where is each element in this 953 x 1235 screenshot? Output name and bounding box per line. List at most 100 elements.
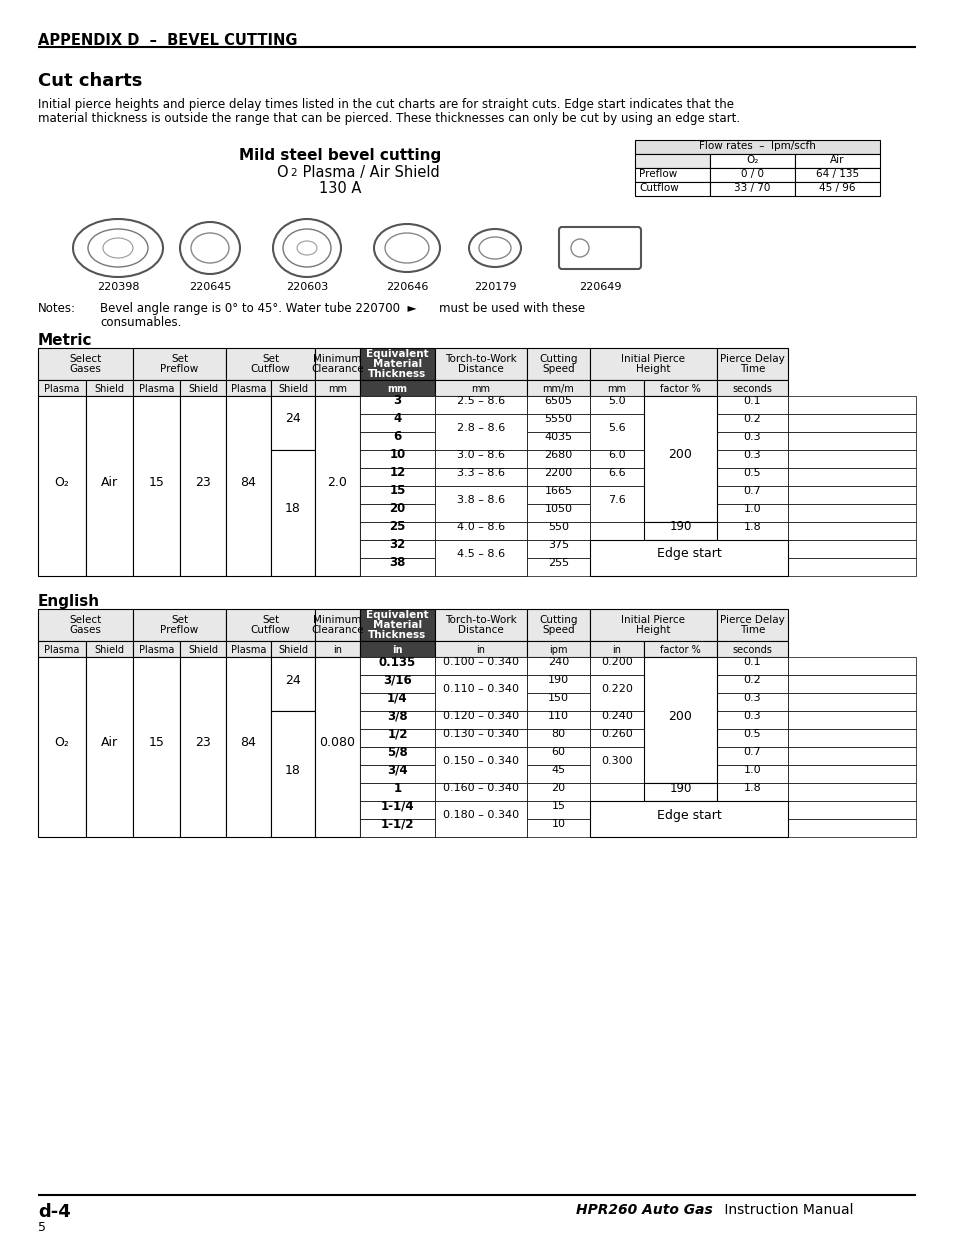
Bar (435, 487, 526, 504)
Ellipse shape (296, 241, 316, 254)
Bar (589, 657, 643, 676)
Bar (180, 468, 226, 487)
Bar (589, 729, 643, 747)
Bar (787, 783, 915, 802)
Bar (435, 609, 526, 641)
Bar (359, 504, 435, 522)
Bar (589, 802, 787, 837)
Bar (132, 764, 180, 783)
Text: 255: 255 (547, 558, 569, 568)
Bar (589, 676, 643, 711)
Bar (359, 693, 435, 711)
Text: 0.3: 0.3 (743, 711, 760, 721)
Bar (359, 747, 435, 764)
Text: Air: Air (829, 156, 843, 165)
Text: 2.5 – 8.6: 2.5 – 8.6 (456, 396, 504, 406)
Text: Cutflow: Cutflow (251, 625, 290, 635)
Bar (589, 396, 643, 414)
Bar (717, 693, 787, 711)
Text: 6: 6 (393, 431, 401, 443)
Text: in: in (612, 645, 620, 655)
Text: 2200: 2200 (544, 468, 572, 478)
Bar (526, 450, 589, 468)
Text: Plasma: Plasma (231, 384, 266, 394)
Bar (38, 609, 132, 641)
Ellipse shape (88, 228, 148, 267)
Text: 220649: 220649 (578, 282, 620, 291)
Bar (226, 641, 271, 657)
Bar (717, 522, 787, 540)
Bar (86, 676, 132, 693)
Text: 15: 15 (149, 736, 164, 750)
Text: 5/8: 5/8 (387, 746, 408, 758)
Ellipse shape (103, 238, 132, 258)
Bar (226, 468, 271, 487)
Text: Equivalent: Equivalent (366, 610, 428, 620)
Bar (359, 504, 435, 522)
Text: 0.100 – 0.340: 0.100 – 0.340 (442, 657, 518, 667)
Bar (787, 558, 915, 576)
Bar (271, 450, 314, 576)
Text: Speed: Speed (541, 625, 575, 635)
Bar (359, 396, 435, 414)
Bar (38, 729, 86, 747)
Text: 45 / 96: 45 / 96 (819, 183, 855, 193)
Bar (526, 676, 589, 693)
Bar (132, 802, 180, 819)
Bar (359, 522, 435, 540)
Text: 0.3: 0.3 (743, 432, 760, 442)
Bar (359, 711, 435, 729)
Bar (526, 819, 589, 837)
Bar (86, 522, 132, 540)
Text: mm: mm (471, 384, 490, 394)
Bar (526, 540, 589, 558)
Bar (180, 522, 226, 540)
Bar (717, 819, 787, 837)
Bar (717, 747, 787, 764)
Text: 190: 190 (669, 782, 691, 794)
Text: 220646: 220646 (385, 282, 428, 291)
Text: 0.120 – 0.340: 0.120 – 0.340 (442, 711, 518, 721)
Text: Clearance: Clearance (311, 625, 363, 635)
Bar (717, 348, 787, 380)
Text: Shield: Shield (277, 384, 308, 394)
Text: Clearance: Clearance (311, 364, 363, 374)
Bar (271, 396, 314, 450)
Bar (314, 783, 359, 802)
Bar (271, 747, 314, 764)
Bar (132, 450, 180, 468)
Bar (180, 396, 226, 414)
Bar (526, 558, 589, 576)
Text: 220645: 220645 (189, 282, 231, 291)
Ellipse shape (73, 219, 163, 277)
Bar (38, 450, 86, 468)
Bar (589, 747, 643, 783)
Bar (526, 783, 589, 802)
Bar (589, 802, 643, 819)
Text: 220603: 220603 (286, 282, 328, 291)
Ellipse shape (273, 219, 340, 277)
Bar (526, 747, 589, 764)
Bar (226, 522, 271, 540)
Bar (314, 380, 359, 396)
Bar (589, 414, 643, 432)
Text: mm: mm (607, 384, 626, 394)
Text: 33 / 70: 33 / 70 (734, 183, 770, 193)
Text: Initial Pierce: Initial Pierce (620, 354, 685, 364)
Bar (226, 729, 271, 747)
Bar (180, 641, 226, 657)
Bar (643, 432, 717, 450)
Bar (314, 711, 359, 729)
Bar (132, 819, 180, 837)
Bar (314, 802, 359, 819)
Text: 2.0: 2.0 (327, 475, 347, 489)
Bar (717, 802, 787, 819)
Text: 0.180 – 0.340: 0.180 – 0.340 (442, 810, 518, 820)
Text: 6.6: 6.6 (608, 468, 625, 478)
Text: 0.260: 0.260 (600, 729, 632, 739)
Bar (271, 468, 314, 487)
Bar (314, 414, 359, 432)
Bar (717, 711, 787, 729)
Bar (314, 676, 359, 693)
Bar (589, 657, 643, 676)
